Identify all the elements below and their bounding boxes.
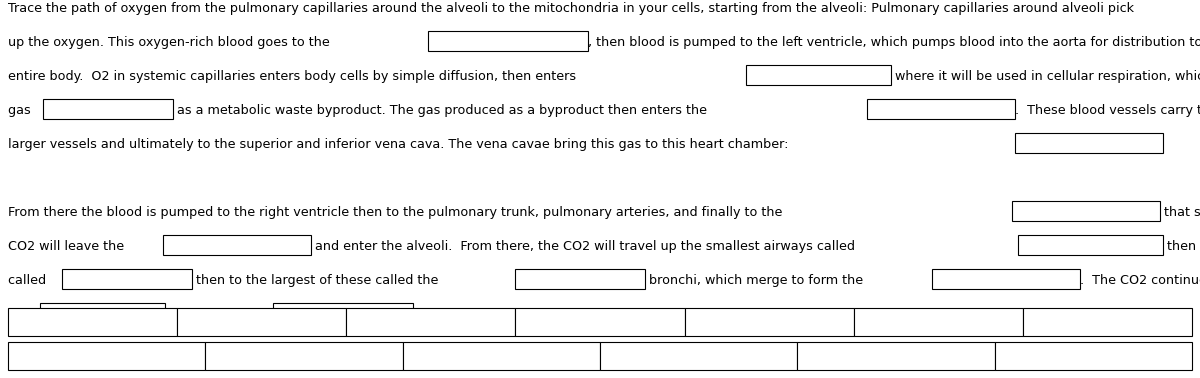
Text: then to larger airways: then to larger airways — [1163, 240, 1200, 253]
Text: up the oxygen. This oxygen-rich blood goes to the: up the oxygen. This oxygen-rich blood go… — [8, 36, 334, 49]
Text: Bronchi: Bronchi — [83, 350, 131, 363]
Bar — [178, 308, 347, 336]
Bar — [403, 342, 600, 370]
Text: as a metabolic waste byproduct. The gas produced as a byproduct then enters the: as a metabolic waste byproduct. The gas … — [173, 104, 710, 117]
Text: , then blood is pumped to the left ventricle, which pumps blood into the aorta f: , then blood is pumped to the left ventr… — [588, 36, 1200, 49]
Bar — [797, 342, 995, 370]
Text: Primary (main): Primary (main) — [848, 350, 943, 363]
Bar — [1018, 235, 1163, 255]
Text: , then to the: , then to the — [166, 308, 248, 321]
Text: Mitochondria: Mitochondria — [460, 350, 544, 363]
Bar — [516, 269, 646, 289]
Text: Left atrium of heart: Left atrium of heart — [636, 350, 761, 363]
Bar — [866, 99, 1015, 119]
Text: CO2: CO2 — [756, 316, 782, 328]
Bar — [746, 65, 892, 85]
Text: Pharynx: Pharynx — [278, 350, 330, 363]
Text: that surround the alveoli.  The: that surround the alveoli. The — [1160, 206, 1200, 219]
Text: called: called — [8, 274, 50, 287]
Bar — [853, 308, 1022, 336]
Bar — [42, 99, 173, 119]
Text: then to the largest of these called the: then to the largest of these called the — [192, 274, 443, 287]
Bar — [163, 235, 311, 255]
Bar — [600, 342, 797, 370]
Bar — [205, 342, 403, 370]
Text: where it will be used in cellular respiration, which produces this: where it will be used in cellular respir… — [892, 70, 1200, 83]
Bar — [995, 342, 1192, 370]
Text: From there the blood is pumped to the right ventricle then to the pulmonary trun: From there the blood is pumped to the ri… — [8, 206, 786, 219]
Bar — [272, 303, 413, 323]
Text: Right atrium: Right atrium — [1068, 316, 1147, 328]
Text: CO2 will leave the: CO2 will leave the — [8, 240, 128, 253]
Text: the: the — [8, 308, 34, 321]
Text: .  These blood vessels carry this gas to: . These blood vessels carry this gas to — [1015, 104, 1200, 117]
Bar — [1022, 308, 1192, 336]
Text: bronchi, which merge to form the: bronchi, which merge to form the — [646, 274, 868, 287]
Text: and finally out through the nostrils of nasal cavity.: and finally out through the nostrils of … — [413, 308, 738, 321]
Bar — [8, 308, 178, 336]
Bar — [1015, 133, 1163, 153]
Bar — [932, 269, 1080, 289]
Text: Bronchioles: Bronchioles — [1056, 350, 1130, 363]
Text: Systemic capillaries: Systemic capillaries — [875, 316, 1002, 328]
Bar — [8, 342, 205, 370]
Text: .  The CO2 continues onto: . The CO2 continues onto — [1080, 274, 1200, 287]
Bar — [684, 308, 853, 336]
Text: gas: gas — [8, 104, 35, 117]
Bar — [62, 269, 192, 289]
Bar — [428, 31, 588, 51]
Text: Trace the path of oxygen from the pulmonary capillaries around the alveoli to th: Trace the path of oxygen from the pulmon… — [8, 2, 1134, 15]
Text: and enter the alveoli.  From there, the CO2 will travel up the smallest airways : and enter the alveoli. From there, the C… — [311, 240, 859, 253]
Text: larger vessels and ultimately to the superior and inferior vena cava. The vena c: larger vessels and ultimately to the sup… — [8, 138, 788, 151]
Bar — [1013, 201, 1160, 221]
Bar — [41, 303, 166, 323]
Bar — [516, 308, 684, 336]
Text: entire body.  O2 in systemic capillaries enters body cells by simple diffusion, : entire body. O2 in systemic capillaries … — [8, 70, 580, 83]
Bar — [347, 308, 516, 336]
Text: Trachea: Trachea — [67, 316, 118, 328]
Text: Larynx: Larynx — [409, 316, 452, 328]
Text: Pulmonary capillaries: Pulmonary capillaries — [193, 316, 330, 328]
Text: CO: CO — [590, 316, 610, 328]
